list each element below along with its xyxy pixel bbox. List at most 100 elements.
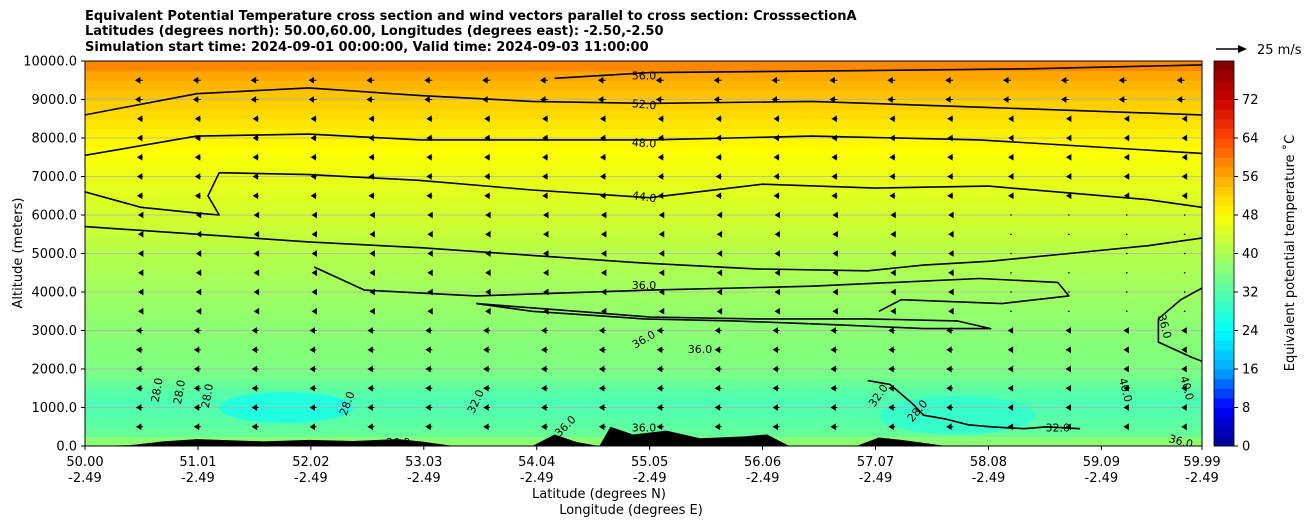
field-band: [85, 426, 1202, 437]
wind-vector: [542, 153, 549, 161]
wind-vector: [135, 327, 143, 334]
contour-label: 32.0: [1046, 422, 1071, 435]
wind-vector: [253, 288, 260, 296]
colorbar-tick-label: 64: [1242, 132, 1259, 147]
y-tick-label: 2000.0: [32, 363, 78, 378]
wind-vector: [714, 346, 722, 354]
wind-vector: [948, 211, 954, 219]
wind-vector: [945, 96, 954, 103]
x-tick-label-lon: -2.49: [972, 471, 1006, 486]
x-tick-label-lat: 58.08: [970, 455, 1007, 470]
wind-vector: [947, 192, 954, 200]
wind-vector: [831, 153, 838, 161]
colorbar-segment: [1214, 320, 1234, 331]
wind-vector: [598, 346, 606, 354]
wind-vector: [1065, 384, 1071, 392]
colorbar-segment: [1214, 128, 1234, 139]
wind-vector: [1125, 214, 1128, 216]
y-tick-label: 9000.0: [32, 93, 78, 108]
wind-vector: [1065, 404, 1071, 411]
terrain-silhouette: [85, 426, 946, 446]
wind-vector: [311, 269, 318, 277]
wind-vector: [135, 423, 143, 431]
wind-vector: [773, 192, 780, 200]
wind-vector: [947, 134, 954, 142]
wind-vector: [485, 211, 491, 219]
wind-vector: [890, 288, 896, 296]
colorbar-segment: [1214, 253, 1234, 264]
wind-vector: [713, 96, 722, 103]
wind-vector: [716, 230, 723, 238]
wind-vector: [714, 327, 722, 334]
wind-vector: [887, 76, 896, 84]
wind-vector: [774, 211, 781, 219]
wind-vector: [253, 269, 260, 277]
wind-vector: [1007, 423, 1014, 431]
x-tick-label-lat: 51.01: [179, 455, 216, 470]
wind-vector: [1125, 233, 1128, 236]
wind-vector: [888, 365, 896, 373]
wind-vector: [194, 192, 201, 200]
field-band: [85, 407, 1202, 418]
wind-vector: [193, 365, 201, 373]
colorbar-segment: [1214, 388, 1234, 399]
wind-vector: [192, 96, 201, 103]
colorbar: 0 8 16 24 32 40 48 56 64 72 Equivalent potential t…: [1213, 60, 1298, 455]
wind-vector: [832, 288, 838, 296]
wind-vector: [368, 173, 375, 180]
wind-vector: [1181, 192, 1188, 200]
wind-vector: [1065, 327, 1071, 334]
field-band: [85, 61, 1202, 72]
wind-vector: [1181, 384, 1187, 392]
field-band: [85, 118, 1202, 129]
wind-vector: [890, 211, 896, 219]
wind-vector: [543, 269, 549, 277]
wind-vector: [1125, 252, 1128, 255]
wind-vector: [310, 173, 317, 180]
wind-vector: [85, 269, 86, 277]
wind-vector: [1181, 423, 1187, 431]
wind-vector: [1065, 365, 1071, 373]
wind-vector: [1123, 423, 1129, 431]
colorbar-segment: [1214, 397, 1234, 408]
wind-vector: [716, 250, 723, 257]
contour-label: 36.0: [386, 436, 411, 449]
colorbar-segment: [1214, 109, 1234, 120]
wind-vector: [947, 115, 954, 123]
x-tick-label-lat: 52.02: [292, 455, 329, 470]
wind-vector: [1010, 271, 1012, 274]
wind-vector: [484, 192, 491, 200]
field-band: [85, 205, 1202, 216]
contour-label: 44.0: [631, 189, 657, 205]
wind-vector: [771, 76, 780, 84]
wind-vector: [252, 115, 259, 123]
wind-vector: [193, 327, 201, 334]
wind-vector: [251, 404, 259, 411]
contour-lines: [85, 64, 1202, 430]
wind-vector: [1123, 346, 1129, 354]
x-tick-label-lat: 54.04: [518, 455, 555, 470]
wind-vector: [945, 76, 954, 84]
wind-vector: [1123, 115, 1130, 123]
wind-vector: [714, 423, 722, 431]
wind-vector: [194, 153, 201, 161]
terrain: [85, 426, 946, 446]
wind-vector: [832, 230, 838, 238]
field-band: [85, 99, 1202, 110]
colorbar-segment: [1214, 176, 1234, 187]
wind-vector: [367, 346, 375, 354]
wind-vector: [252, 153, 259, 161]
y-tick-label: 1000.0: [32, 401, 78, 416]
wind-vector: [367, 327, 375, 334]
wind-vector: [774, 269, 781, 277]
wind-vector: [369, 250, 375, 257]
wind-vector: [1068, 214, 1070, 216]
wind-vector: [1123, 192, 1130, 200]
field-band: [85, 397, 1202, 408]
wind-vector: [195, 307, 202, 315]
wind-vector: [600, 211, 607, 219]
contour-label: 36.0: [632, 279, 657, 292]
wind-vector: [832, 211, 838, 219]
wind-vector: [889, 115, 896, 123]
contour-line: [313, 266, 1070, 313]
